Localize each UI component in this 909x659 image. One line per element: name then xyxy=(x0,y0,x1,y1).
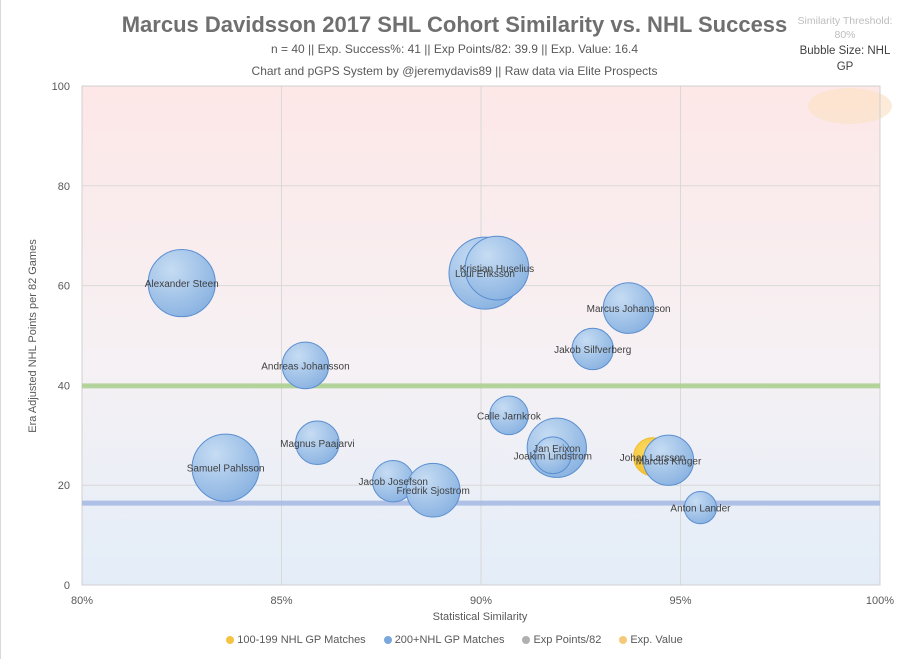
x-tick-label: 95% xyxy=(669,595,691,607)
bubble xyxy=(191,433,260,502)
y-axis-label: Era Adjusted NHL Points per 82 Games xyxy=(27,239,39,433)
bubble xyxy=(281,341,330,390)
legend-item-exp-points[interactable]: Exp Points/82 xyxy=(522,634,601,646)
bubble xyxy=(489,395,529,436)
data-label: Calle Jarnkrok xyxy=(477,411,542,422)
y-tick-label: 80 xyxy=(58,181,70,193)
data-label: Anton Lander xyxy=(670,504,731,515)
x-tick-label: 80% xyxy=(71,595,93,607)
y-tick-label: 40 xyxy=(58,380,70,392)
data-label: Jacob Josefson xyxy=(358,477,428,488)
plot-border xyxy=(81,85,881,586)
data-label: Andreas Johansson xyxy=(261,361,349,372)
y-tick-label: 100 xyxy=(52,81,70,93)
data-label: Magnus Paajarvi xyxy=(280,439,354,450)
similarity-threshold-note: Similarity Threshold: 80% xyxy=(797,15,893,41)
legend-marker xyxy=(619,636,628,644)
chart-subtitle-stats: n = 40 || Exp. Success%: 41 || Exp Point… xyxy=(270,42,639,56)
data-label: Alexander Steen xyxy=(145,279,219,290)
legend-item-200-plus[interactable]: 200+NHL GP Matches xyxy=(383,634,505,646)
bubble-size-note: Bubble Size: NHL GP xyxy=(799,45,891,73)
chart-subtitle-credits: Chart and pGPS System by @jeremydavis89 … xyxy=(251,64,658,78)
data-label: Joakim Lindstrom xyxy=(514,451,592,462)
legend-marker xyxy=(383,636,392,644)
bubble xyxy=(464,235,530,301)
bubble xyxy=(405,462,461,518)
data-label: Johan Larsson xyxy=(620,453,686,464)
bubble xyxy=(533,436,572,475)
x-tick-label: 100% xyxy=(866,595,894,607)
legend-label: Exp. Value xyxy=(630,634,683,646)
data-label: Jan Erixon xyxy=(533,444,580,455)
legend-item-100-199[interactable]: 100-199 NHL GP Matches xyxy=(226,634,366,646)
legend-label: 200+NHL GP Matches xyxy=(394,634,505,646)
x-axis-label: Statistical Similarity xyxy=(432,611,528,623)
data-label: Loui Eriksson xyxy=(455,269,515,280)
legend-marker xyxy=(522,636,531,644)
legend-label: Exp Points/82 xyxy=(533,634,602,646)
data-label: Marcus Kruger xyxy=(636,456,702,467)
bubble xyxy=(642,434,695,486)
frame-border xyxy=(0,0,1,659)
y-tick-label: 0 xyxy=(64,580,70,592)
bubble xyxy=(295,420,340,466)
data-label: Samuel Pahlsson xyxy=(187,464,265,475)
data-label: Fredrik Sjostrom xyxy=(396,486,469,497)
legend-item-exp-value[interactable]: Exp. Value xyxy=(619,634,683,646)
bubble xyxy=(602,282,655,334)
data-label: Kristian Huselius xyxy=(460,264,534,275)
y-tick-label: 60 xyxy=(58,281,70,293)
data-label: Marcus Johansson xyxy=(587,304,671,315)
legend-marker xyxy=(226,636,235,644)
x-tick-label: 85% xyxy=(270,595,292,607)
chart-title: Marcus Davidsson 2017 SHL Cohort Similar… xyxy=(121,12,788,37)
plot-texture xyxy=(808,88,892,124)
legend-label: 100-199 NHL GP Matches xyxy=(237,634,366,646)
data-label: Jakob Silfverberg xyxy=(554,345,631,356)
bubble xyxy=(683,491,718,525)
y-tick-label: 20 xyxy=(58,480,70,492)
legend: 100-199 NHL GP Matches 200+NHL GP Matche… xyxy=(0,634,909,646)
x-tick-label: 90% xyxy=(470,595,492,607)
bubble xyxy=(571,327,614,371)
bubble xyxy=(147,249,216,318)
